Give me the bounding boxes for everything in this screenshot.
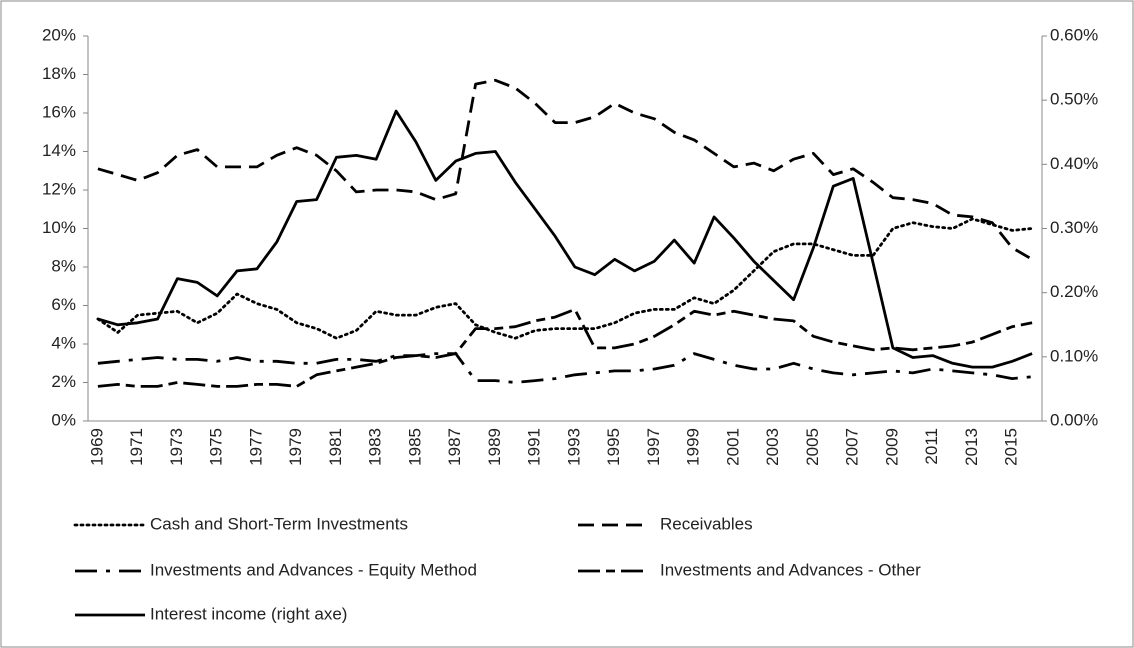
y-tick-label: 20% — [42, 25, 76, 44]
x-tick-label: 2015 — [1002, 428, 1021, 466]
y-tick-label: 14% — [42, 141, 76, 160]
x-tick-label: 1979 — [286, 428, 305, 466]
x-tick-label: 2013 — [962, 428, 981, 466]
x-tick-label: 1969 — [87, 428, 106, 466]
series-line — [97, 352, 1033, 384]
y2-tick-label: 0.00% — [1050, 410, 1098, 429]
x-tick-label: 1991 — [525, 428, 544, 466]
y2-tick-label: 0.20% — [1050, 282, 1098, 301]
x-tick-label: 1975 — [207, 428, 226, 466]
legend-label: Investments and Advances - Other — [660, 560, 921, 579]
x-tick-label: 1971 — [127, 428, 146, 466]
y-tick-label: 18% — [42, 64, 76, 83]
x-tick-label: 2005 — [803, 428, 822, 466]
x-tick-label: 1989 — [485, 428, 504, 466]
x-tick-label: 1995 — [604, 428, 623, 466]
series-line — [96, 217, 1034, 340]
x-tick-label: 1999 — [684, 428, 703, 466]
y-tick-label: 10% — [42, 218, 76, 237]
x-tick-label: 2011 — [922, 428, 941, 465]
x-tick-label: 1977 — [246, 428, 265, 466]
y2-tick-label: 0.60% — [1050, 25, 1098, 44]
y-tick-label: 4% — [51, 333, 76, 352]
series-line — [97, 78, 1033, 261]
x-tick-label: 1981 — [326, 428, 345, 466]
series-line — [97, 109, 1033, 369]
legend-label: Investments and Advances - Equity Method — [150, 560, 477, 579]
legend-label: Interest income (right axe) — [150, 604, 347, 623]
x-tick-label: 2007 — [843, 428, 862, 466]
x-tick-label: 1993 — [564, 428, 583, 466]
x-tick-label: 1985 — [405, 428, 424, 466]
series-line — [97, 308, 1033, 388]
x-tick-label: 1983 — [366, 428, 385, 466]
x-tick-label: 1997 — [644, 428, 663, 466]
y-tick-label: 8% — [51, 256, 76, 275]
x-tick-label: 2009 — [882, 428, 901, 466]
y-tick-label: 0% — [51, 410, 76, 429]
y2-tick-label: 0.10% — [1050, 346, 1098, 365]
y-tick-label: 2% — [51, 372, 76, 391]
y-tick-label: 6% — [51, 295, 76, 314]
y2-tick-label: 0.40% — [1050, 154, 1098, 173]
legend-label: Receivables — [660, 514, 753, 533]
y2-tick-label: 0.30% — [1050, 218, 1098, 237]
y2-tick-label: 0.50% — [1050, 90, 1098, 109]
y-tick-label: 12% — [42, 179, 76, 198]
y-tick-label: 16% — [42, 102, 76, 121]
x-tick-label: 1973 — [167, 428, 186, 466]
legend-label: Cash and Short-Term Investments — [150, 514, 408, 533]
x-tick-label: 2003 — [763, 428, 782, 466]
x-tick-label: 1987 — [445, 428, 464, 466]
x-tick-label: 2001 — [723, 428, 742, 466]
